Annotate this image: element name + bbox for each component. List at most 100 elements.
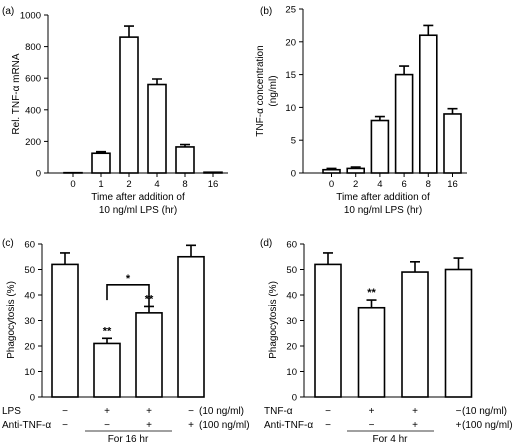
bar (346, 167, 366, 174)
xtick-label: 8 (182, 179, 187, 190)
condition-sign: + (369, 406, 375, 417)
panel-b-bars (322, 24, 462, 174)
panel-d-letter: (d) (260, 238, 272, 249)
ytick-label: 40 (24, 291, 35, 302)
panel-a-ticks: 0 200 400 600 800 1000 0 1 2 4 8 16 (20, 11, 218, 191)
error-bar (410, 261, 420, 273)
condition-sign: + (412, 420, 418, 431)
panel-b-letter: (b) (260, 6, 272, 17)
panel-d-ylabel: Phagocytosis (%) (268, 281, 279, 359)
panel-d-row2-label: Anti-TNF-α (264, 420, 313, 431)
panel-d-signs: − + + − − − + + (325, 406, 462, 431)
panel-a: (a) 0 200 400 600 800 1000 0 1 2 4 8 16 Rel. TNF-α … (2, 6, 228, 216)
ytick-label: 0 (291, 169, 296, 180)
panel-d-footnote: For 4 hr (372, 434, 408, 445)
panel-b: (b) 0 5 10 15 20 25 0 2 4 6 8 16 TNF-α concentratio… (255, 5, 467, 216)
bar (135, 312, 163, 398)
bar (147, 83, 167, 174)
bar (119, 36, 139, 174)
panel-c-axes (41, 244, 198, 398)
bar (51, 263, 79, 398)
panel-a-xlabel-line2: 10 ng/ml LPS (hr) (99, 205, 177, 216)
panel-c-footnote: For 16 hr (108, 434, 149, 445)
panel-c-row2-note: (100 ng/ml) (199, 420, 250, 431)
ytick-label: 0 (292, 393, 297, 404)
error-bar (180, 143, 190, 147)
error-bar (144, 305, 154, 313)
ytick-label: 50 (286, 265, 297, 276)
error-bar (60, 252, 70, 265)
error-bar (124, 25, 134, 38)
panel-c-signs: − + + − − − + + (62, 406, 194, 431)
error-bar (186, 244, 196, 257)
panel-c-letter: (c) (2, 238, 14, 249)
panel-d-bars: ** (314, 252, 473, 398)
panel-c-row1-label: LPS (2, 406, 21, 417)
condition-sign: + (456, 420, 462, 431)
ytick-label: 0 (36, 169, 41, 180)
bar (175, 146, 195, 174)
error-bar (399, 65, 410, 75)
xtick-label: 1 (98, 179, 103, 190)
xtick-label: 0 (329, 179, 334, 190)
panel-a-xlabel-line1: Time after addition of (91, 192, 185, 203)
condition-sign: − (369, 420, 375, 431)
condition-sign: + (146, 406, 152, 417)
bar (314, 263, 342, 398)
panel-b-ticks: 0 5 10 15 20 25 0 2 4 6 8 16 (285, 5, 457, 191)
panel-c-ticks: 0 10 20 30 40 50 60 (24, 240, 42, 404)
xtick-label: 0 (70, 179, 75, 190)
bar (177, 255, 205, 398)
xtick-label: 16 (208, 179, 219, 190)
bar (418, 34, 438, 174)
significance-star: ** (367, 287, 376, 299)
panel-d-ticks: 0 10 20 30 40 50 60 (286, 240, 304, 404)
error-bar (323, 252, 333, 265)
bar (443, 113, 462, 174)
condition-sign: + (188, 420, 194, 431)
panel-d-row2-note: (100 ng/ml) (462, 420, 513, 431)
ytick-label: 600 (25, 74, 41, 85)
ytick-label: 20 (285, 37, 296, 48)
bar (91, 152, 111, 174)
ytick-label: 60 (24, 240, 35, 251)
bar (444, 268, 473, 398)
error-bar (366, 299, 377, 308)
ytick-label: 0 (30, 393, 35, 404)
ytick-label: 10 (285, 103, 296, 114)
panel-d: (d) ** 0 10 20 30 40 50 60 Phagocytosis (%) TN… (260, 238, 513, 445)
panel-d-row1-label: TNF-α (264, 406, 293, 417)
panel-d-row1-note: (10 ng/ml) (462, 406, 507, 417)
error-bar (326, 167, 337, 170)
condition-sign: − (325, 420, 331, 431)
condition-sign: − (456, 406, 462, 417)
panel-c-ylabel: Phagocytosis (%) (6, 281, 17, 359)
condition-sign: − (104, 420, 110, 431)
panel-c-bars: **** (51, 244, 205, 398)
panel-a-axes (47, 15, 228, 174)
panel-c-significance-bracket (106, 284, 150, 307)
error-bar (350, 166, 361, 169)
condition-sign: − (188, 406, 194, 417)
ytick-label: 800 (25, 42, 41, 53)
panel-a-bars (63, 25, 223, 174)
error-bar (96, 150, 106, 154)
panel-a-ylabel: Rel. TNF-α mRNA (11, 53, 22, 134)
ytick-label: 1000 (20, 11, 41, 22)
condition-sign: + (412, 406, 418, 417)
xtick-label: 4 (154, 179, 159, 190)
xtick-label: 4 (377, 179, 382, 190)
ytick-label: 40 (286, 291, 297, 302)
panel-a-letter: (a) (2, 6, 14, 17)
xtick-label: 6 (401, 179, 406, 190)
bar (394, 73, 414, 174)
ytick-label: 20 (286, 342, 297, 353)
bar (401, 271, 429, 398)
error-bar (102, 337, 112, 344)
ytick-label: 30 (24, 316, 35, 327)
ytick-label: 10 (24, 367, 35, 378)
condition-sign: − (62, 420, 68, 431)
ytick-label: 30 (286, 316, 297, 327)
